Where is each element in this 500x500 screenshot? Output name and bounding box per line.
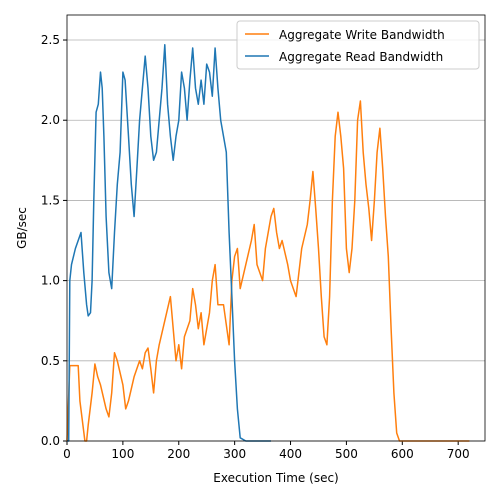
legend-label: Aggregate Write Bandwidth (279, 28, 445, 42)
x-axis-label: Execution Time (sec) (213, 471, 338, 485)
series-line (66, 100, 470, 442)
y-tick-label: 0.0 (41, 434, 60, 448)
x-tick-label: 700 (447, 447, 470, 461)
legend-box (236, 20, 480, 70)
x-tick-label: 100 (111, 447, 134, 461)
x-tick-label: 0 (63, 447, 71, 461)
legend-label: Aggregate Read Bandwidth (279, 50, 443, 64)
y-tick-label: 1.0 (41, 274, 60, 288)
y-tick-label: 2.0 (41, 113, 60, 127)
x-tick-label: 600 (391, 447, 414, 461)
y-tick-label: 0.5 (41, 354, 60, 368)
y-axis-label: GB/sec (15, 207, 29, 249)
y-tick-label: 1.5 (41, 193, 60, 207)
x-tick-label: 400 (279, 447, 302, 461)
series-line (67, 44, 271, 442)
x-tick-label: 500 (335, 447, 358, 461)
x-tick-label: 300 (223, 447, 246, 461)
y-tick-label: 2.5 (41, 33, 60, 47)
x-tick-label: 200 (167, 447, 190, 461)
plot-frame (66, 14, 486, 442)
